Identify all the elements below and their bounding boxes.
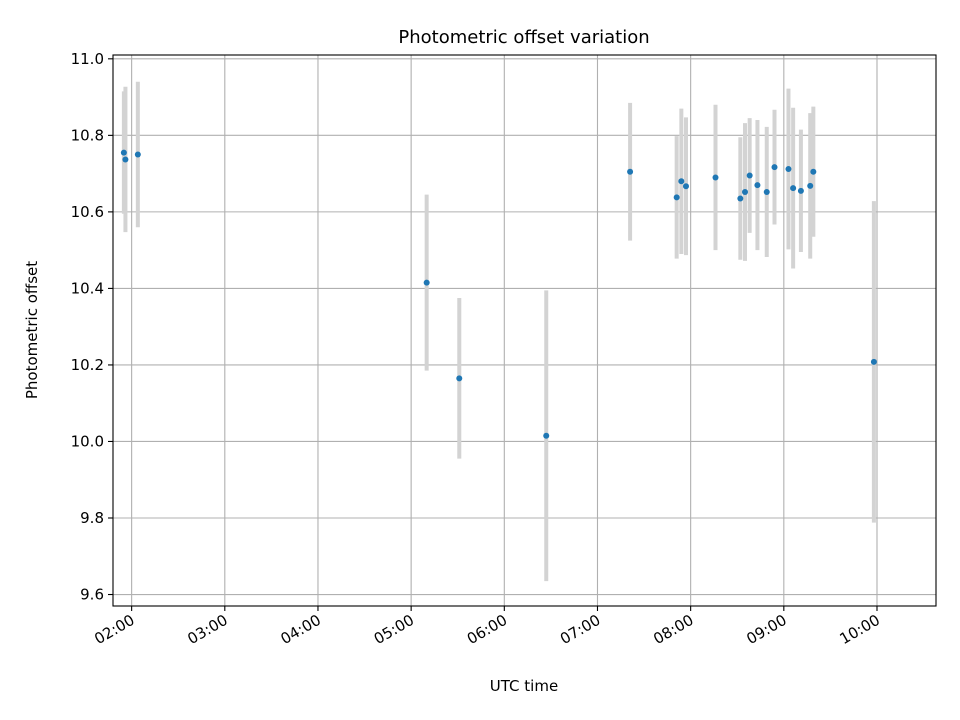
- y-tick-label: 9.6: [80, 586, 104, 604]
- data-point: [763, 188, 770, 195]
- x-tick-label: 10:00: [837, 611, 883, 648]
- data-point: [737, 195, 744, 202]
- chart-title: Photometric offset variation: [398, 27, 649, 48]
- data-point: [807, 182, 814, 189]
- data-point: [754, 182, 761, 189]
- data-point: [746, 172, 753, 179]
- data-point: [790, 185, 797, 192]
- x-axis: 02:00 03:00 04:00 05:00 06:00 07:00 08:00 09:00…: [91, 606, 883, 648]
- data-points: [120, 149, 877, 439]
- plot-background: [113, 55, 936, 606]
- y-axis-label: Photometric offset: [23, 261, 41, 399]
- data-point: [627, 168, 634, 175]
- x-axis-label: UTC time: [490, 677, 558, 695]
- y-tick-label: 10.2: [71, 356, 104, 374]
- x-tick-label: 03:00: [184, 611, 230, 648]
- x-tick-label: 02:00: [91, 611, 137, 648]
- plot-frame: [112, 54, 937, 607]
- y-axis: 9.6 9.8 10.0 10.2 10.4 10.6 10.8 11.0: [71, 50, 113, 604]
- grid: [113, 55, 936, 606]
- data-point: [678, 178, 685, 185]
- y-tick-label: 11.0: [71, 50, 104, 68]
- data-point: [771, 164, 778, 171]
- data-point: [797, 187, 804, 194]
- x-tick-label: 05:00: [371, 611, 417, 648]
- y-tick-label: 10.0: [71, 432, 104, 450]
- x-tick-label: 07:00: [557, 611, 603, 648]
- y-tick-label: 10.8: [71, 126, 104, 144]
- data-point: [543, 432, 550, 439]
- data-point: [423, 279, 430, 286]
- data-point: [870, 358, 877, 365]
- data-point: [712, 174, 719, 181]
- data-point: [810, 168, 817, 175]
- x-tick-label: 04:00: [278, 611, 324, 648]
- data-point: [122, 156, 129, 163]
- data-point: [134, 151, 141, 158]
- y-tick-label: 10.4: [71, 279, 104, 297]
- x-tick-label: 06:00: [464, 611, 510, 648]
- data-point: [682, 183, 689, 190]
- x-tick-label: 09:00: [743, 611, 789, 648]
- data-point: [673, 194, 680, 201]
- data-point: [456, 375, 463, 382]
- x-tick-label: 08:00: [650, 611, 696, 648]
- data-point: [785, 166, 792, 173]
- data-point: [120, 149, 127, 156]
- y-tick-label: 10.6: [71, 203, 104, 221]
- y-tick-label: 9.8: [80, 509, 104, 527]
- data-point: [742, 188, 749, 195]
